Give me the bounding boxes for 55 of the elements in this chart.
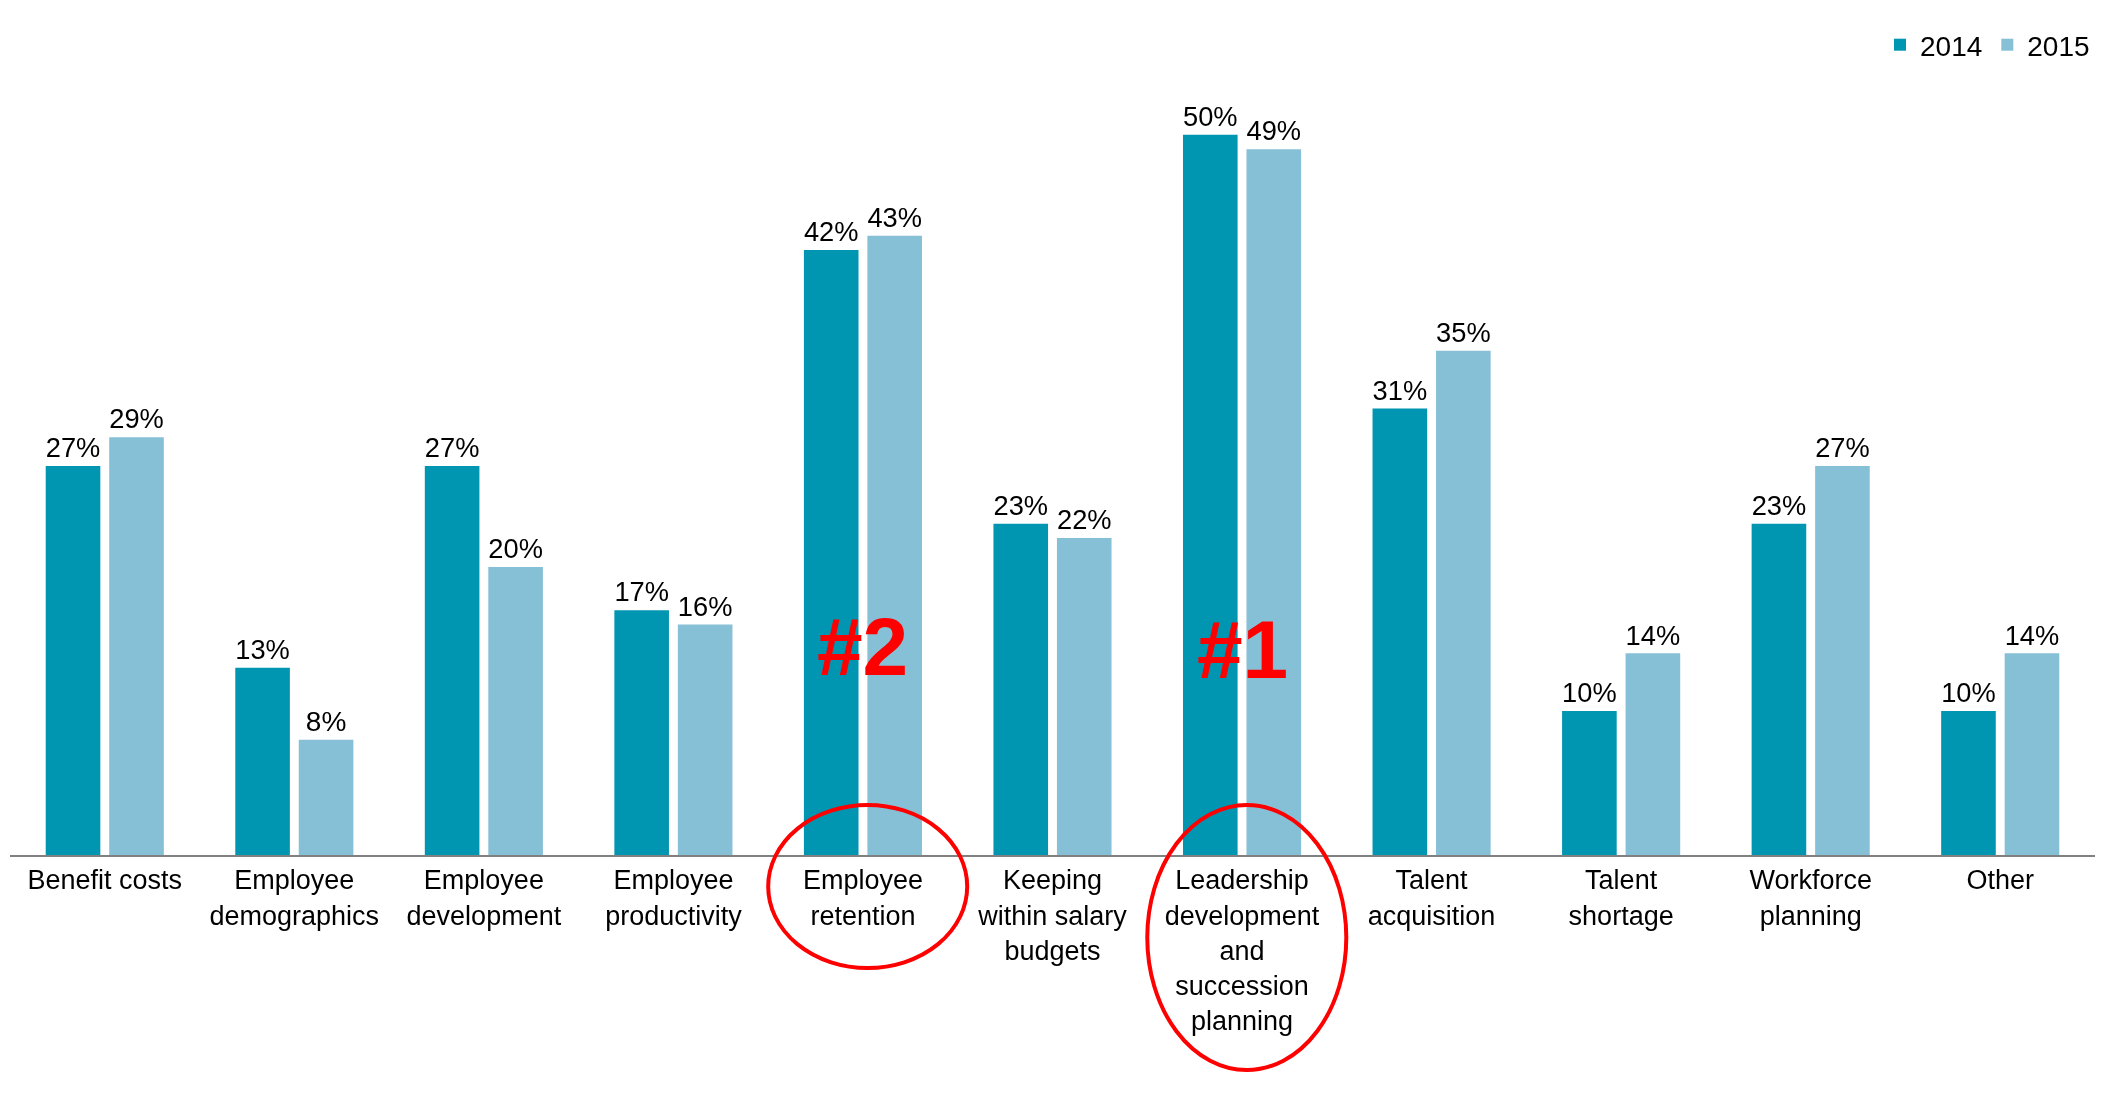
x-tick-label: Employee demographics (209, 865, 380, 931)
bar (1751, 523, 1807, 855)
data-label: 16% (677, 590, 733, 622)
bar (1436, 350, 1491, 855)
data-label: 50% (1183, 100, 1238, 132)
data-label: 27% (45, 432, 101, 464)
data-label: 13% (235, 633, 290, 665)
x-tick-label: Leadership development and succession planning (1164, 865, 1320, 1036)
data-label: 10% (1562, 677, 1617, 709)
bar (677, 624, 733, 855)
bar (1941, 710, 1996, 855)
x-tick-label: Employee productivity (605, 865, 743, 931)
data-label: 29% (109, 403, 164, 435)
annotation: #1 (1197, 604, 1289, 695)
data-label: 43% (867, 201, 922, 233)
data-label: 23% (993, 489, 1049, 521)
data-label: 10% (1941, 677, 1996, 709)
annotation: #2 (817, 601, 909, 692)
bar (1372, 408, 1428, 855)
legend-label: 2015 (2027, 30, 2090, 62)
bar (614, 610, 669, 855)
data-label: 49% (1246, 115, 1302, 147)
bar (1056, 538, 1112, 855)
data-label: 31% (1372, 374, 1428, 406)
x-tick-label: Talent shortage (1568, 865, 1674, 931)
bar (45, 466, 101, 855)
bar (109, 437, 164, 855)
data-label: 27% (1815, 432, 1870, 464)
data-label: 22% (1056, 504, 1112, 536)
bar (1562, 710, 1617, 855)
bar (424, 466, 480, 855)
data-label: 14% (1625, 619, 1681, 651)
bar (1815, 466, 1870, 855)
x-tick-label: Talent acquisition (1367, 865, 1496, 931)
x-tick-label: Employee retention (802, 865, 923, 931)
data-label: 27% (424, 432, 480, 464)
data-label: 8% (305, 705, 347, 737)
legend-label: 2014 (1920, 30, 1983, 62)
bar (2004, 653, 2060, 855)
data-label: 14% (2004, 619, 2060, 651)
bar (298, 739, 354, 855)
data-label: 17% (614, 576, 669, 608)
bar (488, 566, 543, 855)
x-tick-label: Keeping within salary budgets (977, 865, 1128, 966)
x-tick-label: Employee development (406, 865, 562, 931)
x-tick-label: Workforce planning (1749, 865, 1872, 931)
data-label: 20% (488, 533, 543, 565)
bar (993, 523, 1049, 855)
data-label: 23% (1751, 489, 1807, 521)
data-label: 35% (1436, 317, 1491, 349)
x-tick-label: Other (1966, 865, 2034, 896)
data-label: 42% (803, 216, 859, 248)
x-tick-label: Benefit costs (27, 865, 183, 896)
bar (1625, 653, 1681, 855)
bar (235, 667, 290, 855)
